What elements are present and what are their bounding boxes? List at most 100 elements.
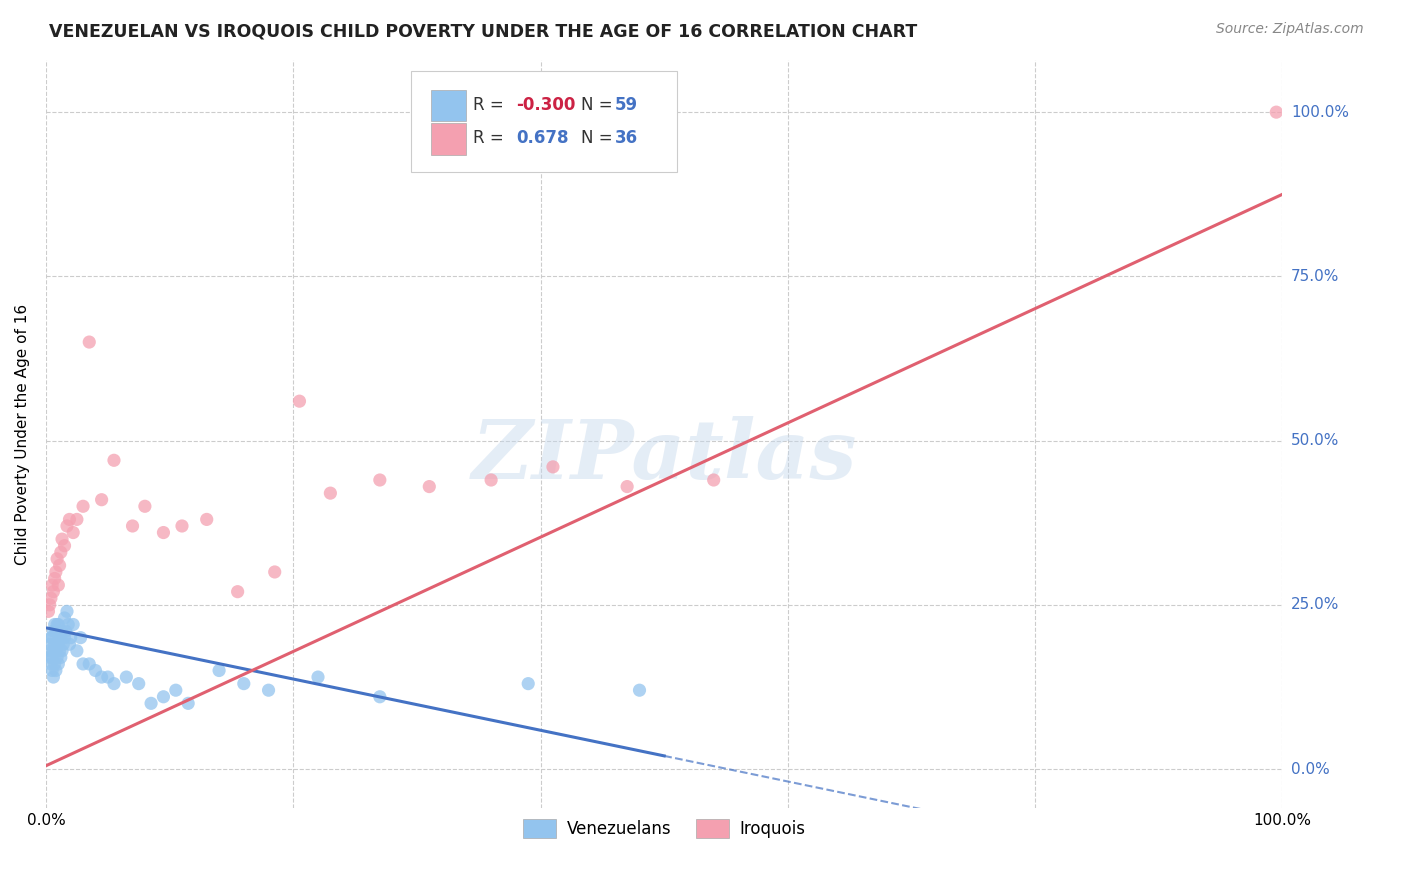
Point bbox=[517, 676, 540, 690]
Point bbox=[37, 604, 59, 618]
Point bbox=[368, 690, 391, 704]
Point bbox=[208, 664, 231, 678]
Point bbox=[56, 604, 79, 618]
FancyBboxPatch shape bbox=[430, 123, 467, 154]
Point bbox=[51, 624, 73, 638]
Point bbox=[42, 624, 65, 638]
Point bbox=[39, 631, 62, 645]
Point bbox=[58, 512, 80, 526]
Point bbox=[45, 565, 67, 579]
Text: R =: R = bbox=[472, 129, 509, 147]
Point bbox=[48, 644, 70, 658]
Point bbox=[46, 617, 69, 632]
Point bbox=[56, 519, 79, 533]
Point bbox=[103, 676, 125, 690]
Point bbox=[46, 637, 69, 651]
Point bbox=[479, 473, 502, 487]
Point bbox=[46, 650, 69, 665]
Point bbox=[41, 664, 63, 678]
Point bbox=[103, 453, 125, 467]
Text: 25.0%: 25.0% bbox=[1291, 598, 1339, 612]
Point bbox=[38, 637, 60, 651]
Text: -0.300: -0.300 bbox=[516, 95, 575, 113]
Point bbox=[41, 631, 63, 645]
Point bbox=[257, 683, 280, 698]
Point bbox=[53, 611, 76, 625]
Point bbox=[45, 644, 67, 658]
Point bbox=[51, 532, 73, 546]
Point bbox=[58, 617, 80, 632]
Point bbox=[152, 690, 174, 704]
FancyBboxPatch shape bbox=[430, 89, 467, 121]
Point bbox=[46, 578, 69, 592]
Point bbox=[44, 617, 66, 632]
Point bbox=[53, 631, 76, 645]
Point bbox=[45, 624, 67, 638]
Text: 0.0%: 0.0% bbox=[1291, 762, 1330, 777]
Point bbox=[288, 394, 311, 409]
Point bbox=[44, 657, 66, 671]
Point bbox=[41, 578, 63, 592]
Point bbox=[55, 624, 77, 638]
Point bbox=[42, 584, 65, 599]
Point bbox=[170, 519, 193, 533]
Point bbox=[51, 644, 73, 658]
Point bbox=[703, 473, 725, 487]
Point bbox=[66, 644, 89, 658]
Text: 59: 59 bbox=[614, 95, 638, 113]
Text: 0.678: 0.678 bbox=[516, 129, 568, 147]
Point bbox=[49, 631, 72, 645]
Point bbox=[46, 637, 69, 651]
Text: ZIPatlas: ZIPatlas bbox=[471, 417, 858, 497]
Point bbox=[90, 670, 112, 684]
Text: 75.0%: 75.0% bbox=[1291, 268, 1339, 284]
Text: 50.0%: 50.0% bbox=[1291, 434, 1339, 448]
Point bbox=[62, 617, 84, 632]
Text: VENEZUELAN VS IROQUOIS CHILD POVERTY UNDER THE AGE OF 16 CORRELATION CHART: VENEZUELAN VS IROQUOIS CHILD POVERTY UND… bbox=[49, 22, 918, 40]
Text: N =: N = bbox=[582, 129, 619, 147]
Point bbox=[62, 525, 84, 540]
Point bbox=[41, 650, 63, 665]
Point bbox=[84, 664, 107, 678]
Point bbox=[44, 637, 66, 651]
Point bbox=[52, 637, 75, 651]
Text: N =: N = bbox=[582, 95, 619, 113]
Point bbox=[90, 492, 112, 507]
Point bbox=[42, 670, 65, 684]
Point bbox=[226, 584, 249, 599]
Point bbox=[46, 551, 69, 566]
Point bbox=[418, 479, 440, 493]
Point bbox=[72, 657, 94, 671]
Point bbox=[69, 631, 91, 645]
Point bbox=[541, 459, 564, 474]
Point bbox=[121, 519, 143, 533]
Legend: Venezuelans, Iroquois: Venezuelans, Iroquois bbox=[516, 813, 813, 845]
Text: 36: 36 bbox=[614, 129, 638, 147]
Point bbox=[44, 572, 66, 586]
Point bbox=[97, 670, 120, 684]
Point bbox=[195, 512, 218, 526]
Point bbox=[59, 631, 82, 645]
Text: 100.0%: 100.0% bbox=[1291, 104, 1348, 120]
Point bbox=[72, 500, 94, 514]
Point bbox=[177, 697, 200, 711]
Point bbox=[307, 670, 329, 684]
Point bbox=[45, 664, 67, 678]
Point bbox=[232, 676, 254, 690]
Point bbox=[139, 697, 162, 711]
Text: Source: ZipAtlas.com: Source: ZipAtlas.com bbox=[1216, 22, 1364, 37]
Point bbox=[77, 657, 100, 671]
Point bbox=[39, 591, 62, 606]
Point bbox=[53, 539, 76, 553]
Point bbox=[134, 500, 156, 514]
Point bbox=[165, 683, 187, 698]
Point bbox=[48, 558, 70, 573]
Point bbox=[616, 479, 638, 493]
Text: R =: R = bbox=[472, 95, 509, 113]
Point bbox=[49, 650, 72, 665]
Point bbox=[38, 598, 60, 612]
Point bbox=[49, 545, 72, 559]
Point bbox=[152, 525, 174, 540]
Y-axis label: Child Poverty Under the Age of 16: Child Poverty Under the Age of 16 bbox=[15, 303, 30, 565]
Point bbox=[46, 657, 69, 671]
